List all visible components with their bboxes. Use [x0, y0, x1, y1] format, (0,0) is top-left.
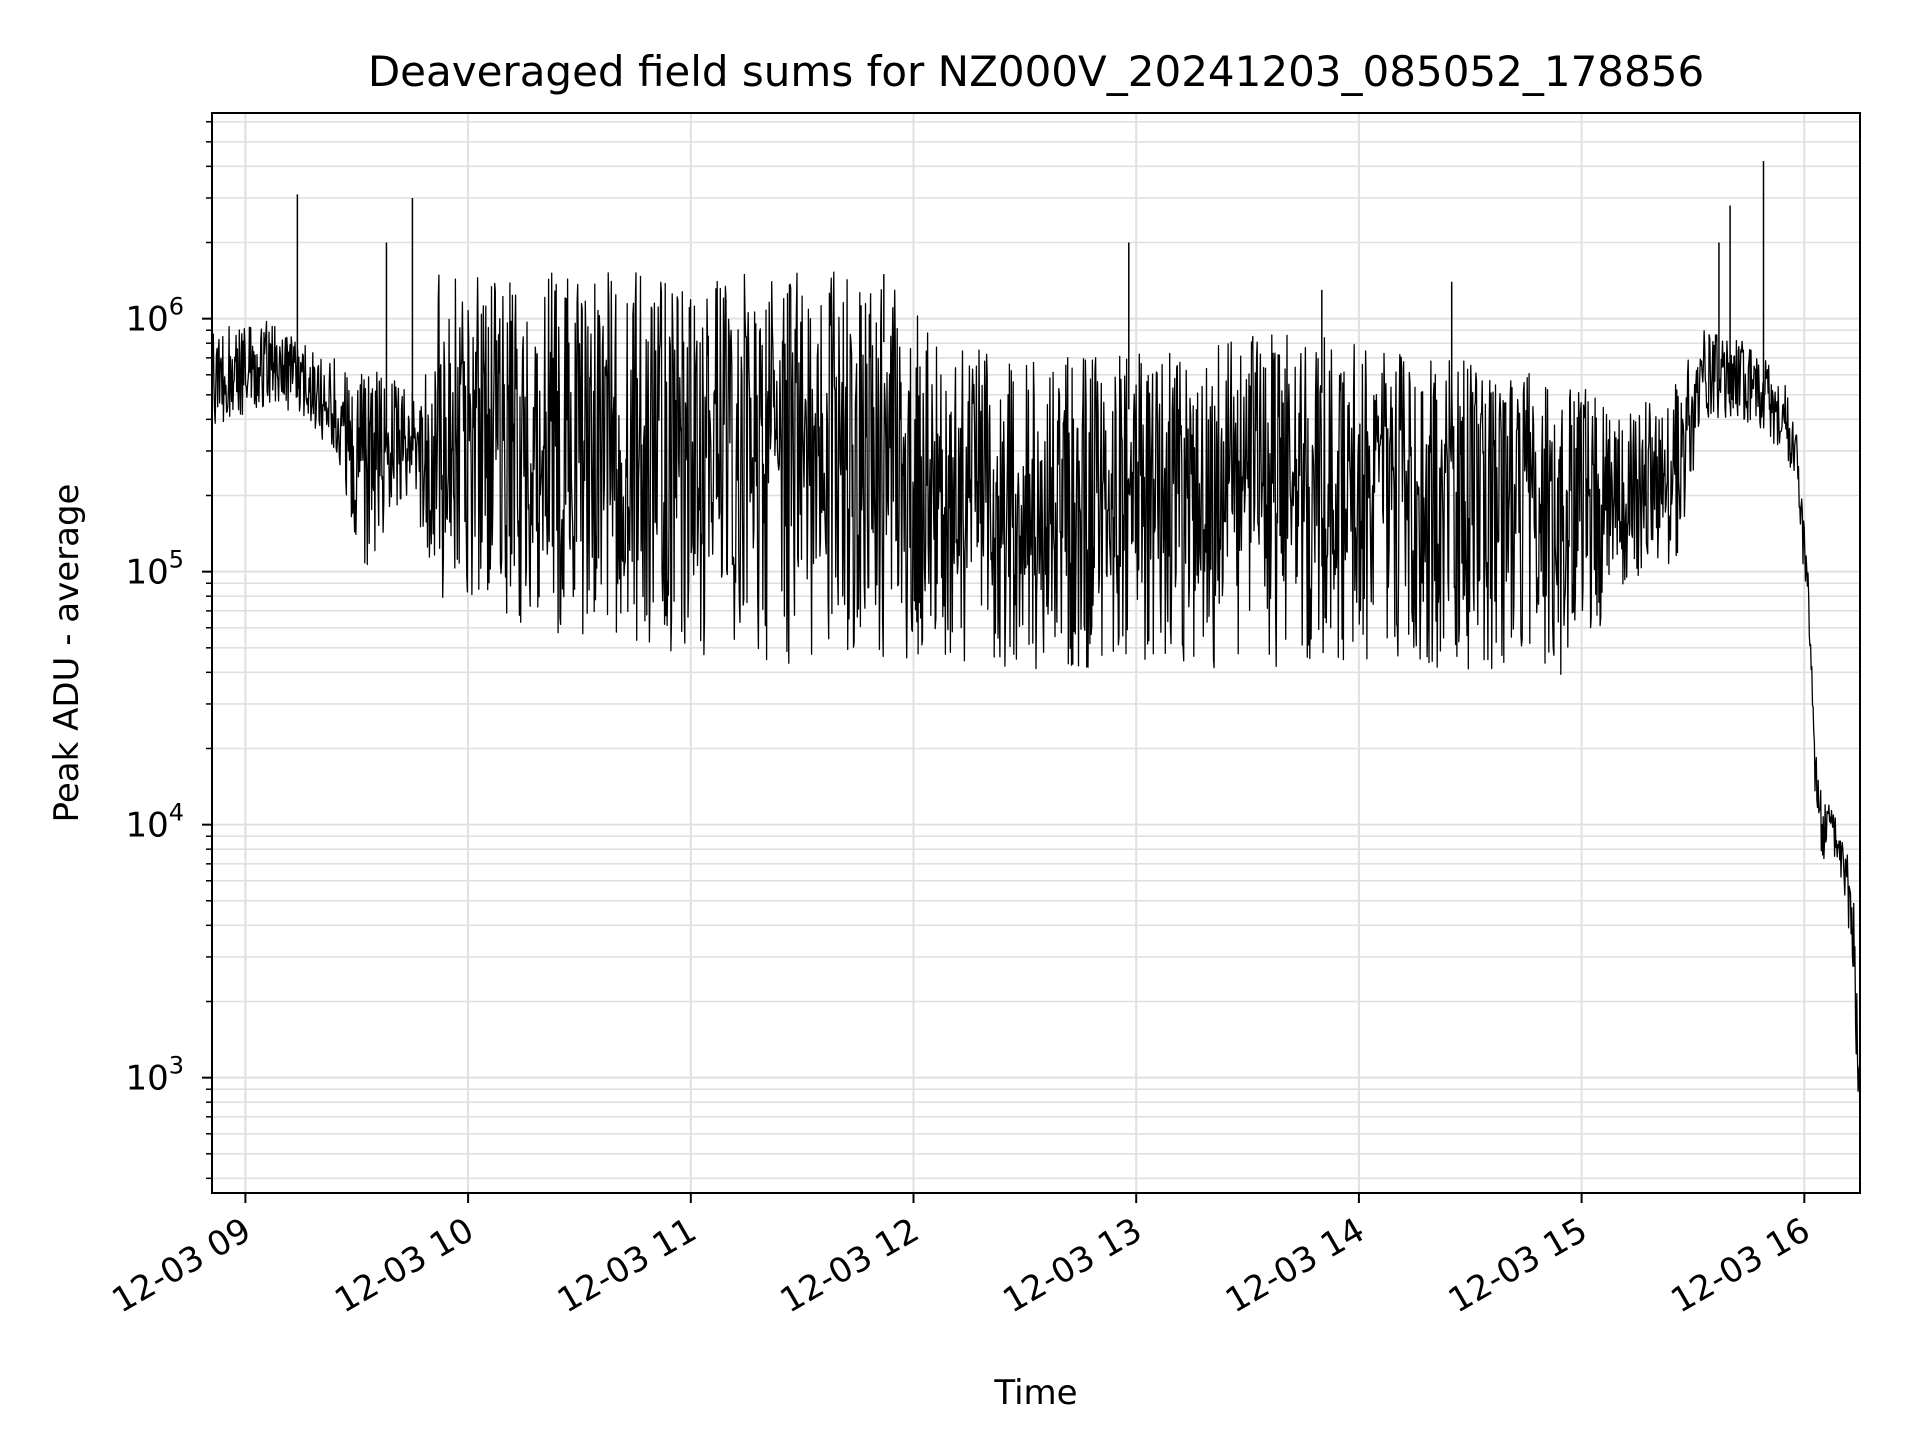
y-tick-label: 103 [125, 1052, 184, 1099]
y-tick-label: 106 [125, 293, 184, 340]
y-tick-label: 104 [125, 799, 184, 846]
plot-frame [211, 112, 1861, 1194]
y-axis-label: Peak ADU - average [47, 484, 87, 823]
major-gridlines [212, 113, 1860, 1193]
data-series [211, 160, 1861, 1156]
x-axis-label: Time [993, 1373, 1077, 1413]
y-tick-label: 105 [125, 546, 184, 593]
series-line [211, 271, 1861, 1156]
chart-title: Deaveraged field sums for NZ000V_2024120… [368, 47, 1704, 96]
